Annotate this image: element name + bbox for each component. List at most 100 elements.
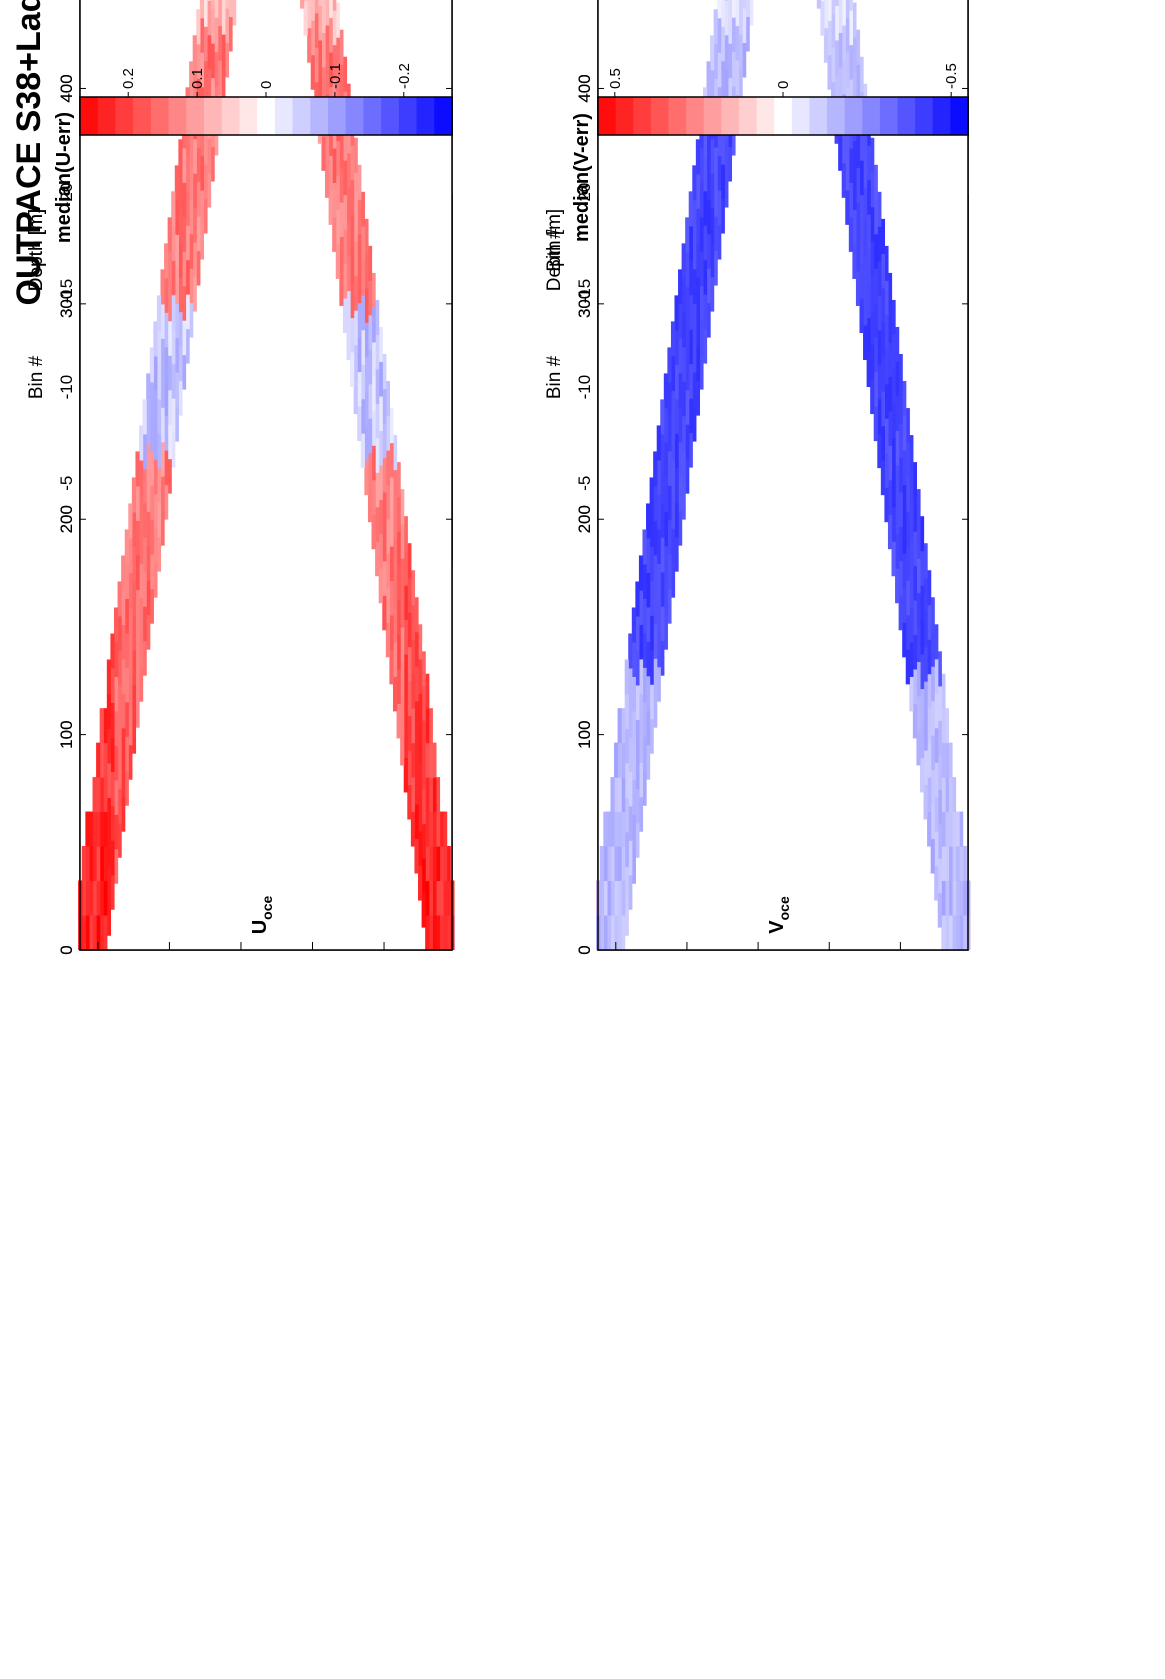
- u-oce-section-cell: [382, 388, 387, 424]
- v-oce-section-cell: [674, 364, 679, 400]
- v-oce-section-cell: [887, 272, 893, 308]
- v-oce-section-cell: [724, 34, 729, 70]
- u-oce-section-cell: [206, 138, 212, 174]
- u-oce-section-cell: [425, 777, 430, 813]
- u-oce-section-cell: [139, 459, 144, 495]
- u-oce-section-cell: [428, 811, 433, 847]
- v-oce-section-cell: [606, 846, 612, 882]
- u-oce-section-cell: [210, 8, 215, 44]
- u-oce-section-cell: [192, 242, 197, 278]
- v-oce-section-cell: [678, 338, 683, 374]
- v-oce-section-cell: [628, 633, 633, 669]
- u-oce-section-cell: [103, 742, 108, 778]
- u-oce-section-cell: [425, 708, 430, 744]
- v-oce-section-cell: [877, 364, 882, 400]
- v-oce-section-cell: [859, 56, 864, 92]
- u-oce-section-cell: [224, 7, 230, 44]
- v-oce-section-ytick-label: 200: [575, 505, 594, 533]
- v-oce-section-cell: [919, 688, 925, 724]
- v-oce-section-cell: [902, 449, 907, 486]
- u-oce-section-cell: [174, 337, 179, 373]
- v-oce-section-cell: [838, 0, 843, 33]
- u-oce-section-colorbar-segment: [363, 97, 382, 135]
- v-oce-section-cell: [955, 811, 960, 847]
- u-oce-section-cell: [414, 804, 419, 840]
- v-oce-section-colorbar-segment: [844, 97, 863, 135]
- median-u-err-ytick-label: -10: [57, 375, 76, 400]
- v-oce-section-cell: [720, 164, 725, 200]
- u-oce-section-cell: [342, 194, 348, 230]
- v-oce-section-cell: [614, 811, 619, 847]
- v-oce-section-cell: [727, 0, 733, 10]
- v-oce-section-cell: [852, 2, 857, 38]
- v-oce-section-cell: [944, 742, 950, 778]
- u-oce-section-title-subscript: oce: [259, 895, 275, 919]
- v-oce-section-cell: [859, 263, 864, 299]
- v-oce-section-cell: [870, 310, 875, 346]
- u-oce-section-cell: [435, 846, 441, 882]
- u-oce-section-cell: [367, 452, 373, 488]
- u-oce-section-cell: [410, 811, 416, 847]
- u-oce-section-cell: [110, 874, 115, 910]
- u-oce-section-cell: [135, 692, 140, 728]
- v-oce-section-cell: [898, 560, 903, 596]
- u-oce-section-cell: [113, 641, 119, 677]
- u-oce-section-cell: [421, 892, 426, 928]
- v-oce-section-cell: [873, 406, 878, 442]
- v-oce-section-cell: [880, 356, 885, 392]
- v-oce-section-cell: [848, 147, 853, 183]
- v-oce-section-cell: [870, 172, 875, 208]
- v-oce-section-cell: [653, 589, 658, 625]
- v-oce-section-cell: [912, 531, 918, 567]
- v-oce-section-cell: [617, 811, 622, 847]
- v-oce-section-cell: [699, 354, 704, 390]
- u-oce-section-cell: [350, 179, 355, 215]
- u-oce-section-cell: [357, 268, 362, 304]
- u-oce-section-cell: [153, 390, 158, 426]
- u-oce-section-colorbar-label: -0.2: [396, 63, 413, 89]
- v-oce-section-cell: [695, 139, 700, 175]
- u-oce-section-cell: [128, 710, 133, 746]
- u-oce-section-cell: [128, 675, 133, 711]
- u-oce-section-cell: [432, 811, 437, 847]
- u-oce-section-cell: [174, 303, 179, 339]
- v-oce-section-cell: [710, 276, 715, 312]
- u-oce-section-cell: [392, 676, 398, 712]
- v-oce-section-cell: [695, 242, 700, 278]
- u-oce-section-colorbar-segment: [150, 97, 170, 135]
- u-oce-section-cell: [142, 502, 147, 538]
- v-oce-section-cell: [649, 684, 654, 720]
- v-oce-section-cell: [927, 811, 932, 847]
- v-oce-section-cell: [919, 550, 925, 586]
- v-oce-section-cell: [905, 442, 910, 478]
- u-oce-section-cell: [88, 880, 94, 916]
- v-oce-section-cell: [710, 173, 715, 209]
- u-oce-section-cell: [171, 363, 176, 399]
- u-oce-section-cell: [367, 487, 373, 523]
- u-oce-section-cell: [307, 27, 312, 63]
- v-oce-section-cell: [905, 511, 910, 547]
- v-oce-section-cell: [649, 580, 654, 616]
- u-oce-section-cell: [160, 476, 165, 512]
- v-oce-section-cell: [941, 673, 946, 709]
- u-oce-section-cell: [160, 372, 165, 408]
- u-oce-section-cell: [206, 172, 212, 208]
- v-oce-section-cell: [727, 43, 733, 79]
- u-oce-section-cell: [139, 632, 144, 668]
- v-oce-section-colorbar-segment: [598, 97, 617, 135]
- u-oce-section-cell: [106, 728, 112, 764]
- u-oce-section-cell: [81, 914, 86, 950]
- v-oce-section-cell: [902, 484, 907, 520]
- u-oce-section-cell: [425, 742, 430, 778]
- u-oce-section-cell: [117, 650, 122, 686]
- u-oce-section-cell: [167, 424, 172, 460]
- v-oce-section-cell: [681, 450, 686, 486]
- v-oce-section-cell: [912, 496, 918, 532]
- v-oce-section-cell: [624, 659, 629, 695]
- v-oce-section-cell: [678, 372, 683, 408]
- u-oce-section-cell: [432, 742, 437, 778]
- u-oce-section-cell: [360, 329, 365, 365]
- v-oce-section-cell: [638, 762, 644, 798]
- v-oce-section-cell: [646, 675, 651, 711]
- u-oce-section-cell: [110, 805, 115, 841]
